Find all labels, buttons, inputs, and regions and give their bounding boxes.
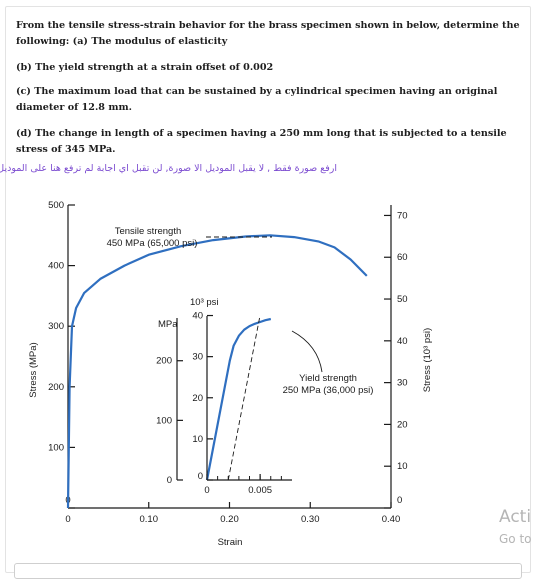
inset-psi-tick-label: 30 <box>192 352 203 363</box>
watermark-line-2: Go to <box>499 532 532 546</box>
x-tick-label: 0.20 <box>220 514 239 525</box>
upload-note: ارفع صورة فقط , لا يقبل الموديل الا صورة… <box>0 163 337 174</box>
inset-x-tick-label: 0 <box>204 485 209 496</box>
y2-tick-label: 70 <box>397 210 408 221</box>
inset-mpa-tick-label: 0 <box>167 475 172 486</box>
question-part-b: (b) The yield strength at a strain offse… <box>16 62 274 73</box>
yield-strength-label: Yield strength <box>299 373 357 384</box>
answer-box[interactable] <box>14 563 522 579</box>
question-intro: From the tensile stress-strain behavior … <box>16 20 520 47</box>
y2-tick-label: 40 <box>397 336 408 347</box>
x-axis-title: Strain <box>218 537 243 548</box>
y-tick-label: 500 <box>48 200 64 211</box>
y-tick-label: 200 <box>48 382 64 393</box>
y-tick-label: 400 <box>48 261 64 272</box>
x-tick-label: 0.40 <box>382 514 401 525</box>
y-tick-label: 300 <box>48 321 64 332</box>
watermark-line-1: Acti <box>499 507 532 527</box>
inset-curve <box>205 317 272 481</box>
inset-psi-tick-label: 0 <box>198 471 203 482</box>
inset-x-tick-label: 0.005 <box>248 485 272 496</box>
x-tick-label: 0 <box>65 514 70 525</box>
inset-mpa-tick-label: 100 <box>156 415 172 426</box>
y2-axis-title: Stress (10³ psi) <box>422 328 433 392</box>
stress-strain-curve <box>66 234 368 509</box>
y2-tick-label: 50 <box>397 294 408 305</box>
yield-strength-leader <box>291 330 323 373</box>
y2-tick-label: 10 <box>397 461 408 472</box>
inset-mpa-unit: MPa <box>158 319 178 330</box>
x-tick-label: 0.30 <box>301 514 320 525</box>
tensile-strength-label: Tensile strength <box>115 226 182 237</box>
y-axis-title: Stress (MPa) <box>28 342 39 397</box>
question-part-d: (d) The change in length of a specimen h… <box>16 128 507 155</box>
activation-watermark: Acti Go to <box>499 506 532 550</box>
y2-tick-label: 0 <box>397 495 402 506</box>
main-chart-axes <box>67 205 392 509</box>
tensile-strength-value: 450 MPa (65,000 psi) <box>107 238 198 249</box>
inset-psi-unit: 10³ psi <box>190 297 219 308</box>
question-card <box>5 6 531 573</box>
y2-tick-label: 60 <box>397 252 408 263</box>
offset-line <box>227 317 261 481</box>
inset-psi-tick-label: 40 <box>192 311 203 322</box>
main-chart-marks: 0 0.10 0.20 0.30 0.4001002003004005000102030… <box>48 200 407 525</box>
inset-mpa-tick-label: 200 <box>156 356 172 367</box>
x-tick-label: 0.10 <box>140 514 159 525</box>
inset-chart-axes <box>176 316 292 481</box>
y2-tick-label: 30 <box>397 378 408 389</box>
inset-psi-tick-label: 10 <box>192 434 203 445</box>
inset-chart-marks: 0 0.005 0 100 200 0 10 20 30 40 <box>156 311 282 496</box>
yield-strength-value: 250 MPa (36,000 psi) <box>283 385 374 396</box>
y-tick-label: 100 <box>48 442 64 453</box>
question-part-c: (c) The maximum load that can be sustain… <box>16 86 498 113</box>
inset-psi-tick-label: 20 <box>192 393 203 404</box>
y2-tick-label: 20 <box>397 419 408 430</box>
